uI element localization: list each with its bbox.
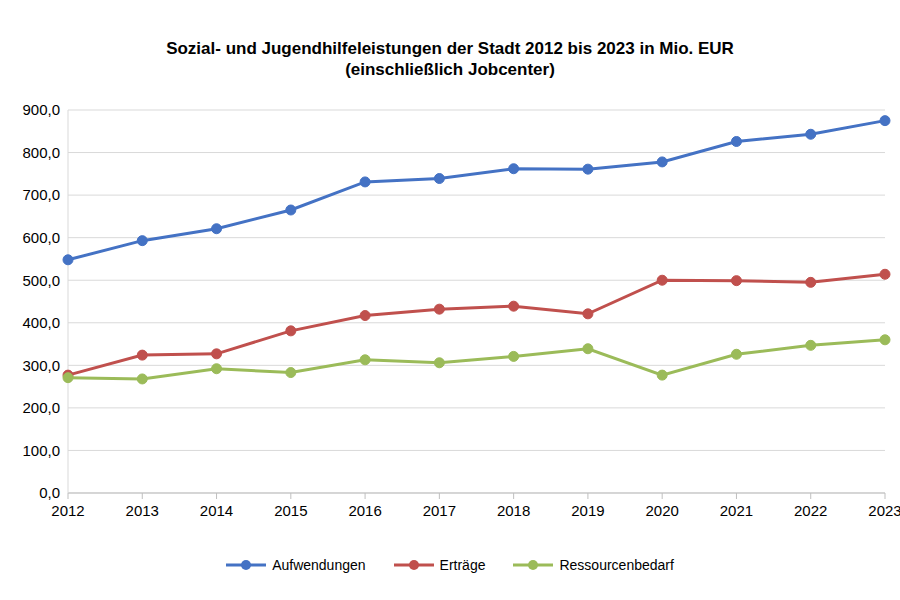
svg-text:300,0: 300,0 (22, 357, 60, 374)
svg-text:2018: 2018 (497, 502, 530, 519)
svg-text:500,0: 500,0 (22, 272, 60, 289)
svg-text:2022: 2022 (794, 502, 827, 519)
svg-text:2014: 2014 (200, 502, 233, 519)
svg-text:0,0: 0,0 (39, 484, 60, 501)
svg-text:2016: 2016 (348, 502, 381, 519)
svg-text:2012: 2012 (51, 502, 84, 519)
html-text:Aufwendungen: Aufwendungen (272, 557, 366, 573)
svg-text:600,0: 600,0 (22, 229, 60, 246)
svg-text:900,0: 900,0 (22, 101, 60, 118)
svg-text:100,0: 100,0 (22, 442, 60, 459)
html-text:(einschließlich Jobcenter): (einschließlich Jobcenter) (345, 60, 555, 79)
html-text:Erträge: Erträge (439, 557, 486, 573)
svg-text:2020: 2020 (645, 502, 678, 519)
svg-text:400,0: 400,0 (22, 314, 60, 331)
svg-text:2021: 2021 (720, 502, 753, 519)
svg-text:800,0: 800,0 (22, 144, 60, 161)
svg-text:2019: 2019 (571, 502, 604, 519)
svg-text:2023: 2023 (868, 502, 892, 519)
svg-text:2013: 2013 (126, 502, 159, 519)
svg-text:2017: 2017 (423, 502, 456, 519)
svg-text:200,0: 200,0 (22, 399, 60, 416)
html-text:Sozial- und Jugendhilfeleistun: Sozial- und Jugendhilfeleistungen der St… (166, 39, 734, 58)
html-text:Ressourcenbedarf: Ressourcenbedarf (559, 557, 674, 573)
svg-text:700,0: 700,0 (22, 186, 60, 203)
svg-text:2015: 2015 (274, 502, 307, 519)
